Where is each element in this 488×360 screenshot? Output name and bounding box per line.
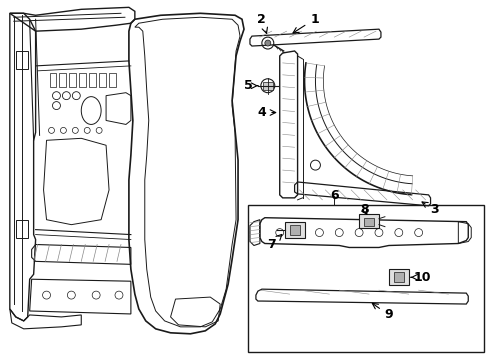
Bar: [388, 269, 408, 285]
Text: 9: 9: [371, 303, 392, 321]
Text: 2: 2: [257, 13, 267, 33]
Text: 1: 1: [292, 13, 318, 33]
Bar: [109, 73, 116, 87]
Bar: [49, 73, 56, 87]
Bar: [16, 51, 28, 69]
Text: 4: 4: [257, 106, 275, 119]
Circle shape: [264, 40, 270, 46]
Text: 10: 10: [410, 271, 430, 284]
Bar: [364, 218, 373, 226]
Text: 8: 8: [359, 203, 367, 216]
Bar: [247, 205, 483, 352]
Bar: [284, 222, 304, 238]
Bar: [393, 272, 403, 282]
Polygon shape: [263, 82, 272, 90]
Bar: [79, 73, 86, 87]
Bar: [358, 214, 378, 228]
Bar: [69, 73, 76, 87]
Text: 5: 5: [243, 79, 257, 92]
Bar: [16, 220, 28, 238]
Text: 6: 6: [329, 189, 338, 202]
Bar: [99, 73, 106, 87]
Text: 3: 3: [421, 202, 438, 216]
Bar: [89, 73, 96, 87]
Bar: [60, 73, 66, 87]
Text: 7: 7: [267, 234, 281, 251]
Bar: [289, 225, 299, 235]
